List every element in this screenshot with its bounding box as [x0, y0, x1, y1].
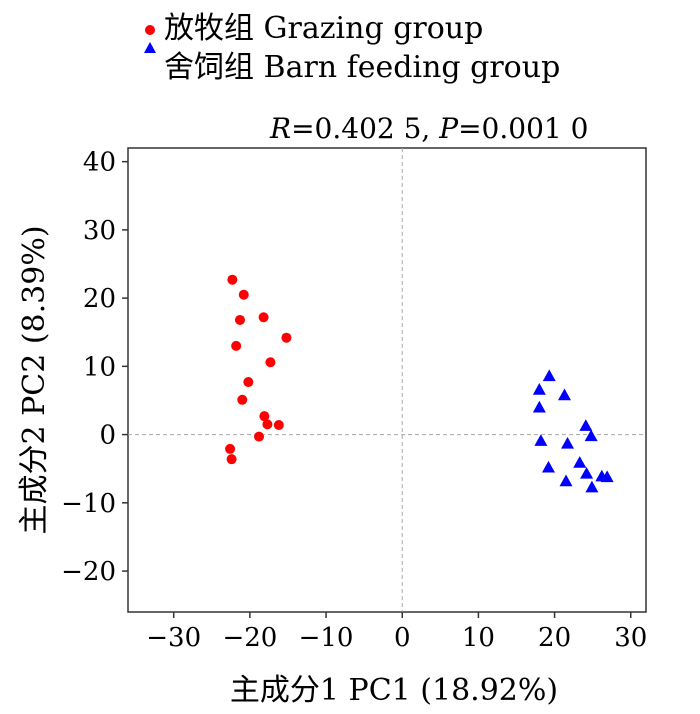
grazing-point	[237, 394, 248, 405]
y-tick-label: 0	[99, 421, 116, 451]
y-tick-label: 40	[83, 148, 116, 178]
grazing-point	[273, 420, 284, 431]
legend-marker-barn	[144, 42, 156, 53]
legend-marker-grazing	[145, 25, 155, 35]
grazing-point	[258, 312, 269, 323]
barn-feeding-point	[561, 436, 575, 449]
barn-feeding-point	[580, 466, 594, 479]
y-tick-label: 30	[83, 216, 116, 246]
grazing-point	[281, 332, 292, 343]
legend: 放牧组 Grazing group 舍饲组 Barn feeding group	[144, 11, 560, 85]
barn-feeding-point	[541, 460, 555, 473]
x-axis-title: 主成分1 PC1 (18.92%)	[230, 673, 558, 708]
p-symbol: P	[438, 112, 459, 145]
barn-feeding-point	[600, 470, 614, 483]
plot-frame	[127, 147, 647, 613]
barn-feeding-point	[585, 480, 599, 493]
barn-feeding-point	[557, 388, 571, 401]
x-tick-label: −10	[299, 623, 354, 653]
x-tick-label: −30	[146, 623, 201, 653]
barn-feeding-point	[542, 369, 556, 382]
x-axis: −30 −20 −10 0 10 20 30	[146, 612, 647, 653]
grazing-point	[226, 454, 237, 465]
grazing-point	[265, 357, 276, 368]
y-tick-label: −10	[61, 489, 116, 519]
grazing-point	[238, 289, 249, 300]
barn-feeding-point	[573, 456, 587, 468]
barn-feeding-point	[579, 419, 593, 431]
p-value: =0.001 0	[458, 112, 588, 145]
data-points	[225, 274, 614, 493]
barn-feeding-point	[532, 400, 546, 413]
grazing-point	[231, 340, 242, 351]
stats-annotation: R=0.402 5, P=0.001 0	[269, 112, 588, 145]
x-tick-label: 0	[394, 623, 411, 653]
x-tick-label: 30	[614, 623, 647, 653]
r-value: =0.402 5,	[291, 112, 439, 145]
grazing-point	[227, 274, 238, 285]
x-tick-label: −20	[222, 623, 277, 653]
y-tick-label: −20	[61, 557, 116, 587]
barn-feeding-point	[584, 429, 598, 442]
x-tick-label: 10	[462, 623, 495, 653]
legend-label-barn: 舍饲组 Barn feeding group	[164, 50, 560, 85]
y-axis-title: 主成分2 PC2 (8.39%)	[17, 225, 52, 534]
barn-feeding-point	[559, 474, 573, 487]
legend-label-grazing: 放牧组 Grazing group	[164, 11, 483, 46]
grazing-point	[259, 411, 270, 422]
grazing-point	[262, 419, 273, 430]
grazing-point	[225, 443, 236, 454]
grazing-point	[234, 314, 245, 325]
barn-feeding-point	[532, 383, 546, 395]
x-tick-label: 20	[538, 623, 571, 653]
grazing-point	[254, 431, 265, 442]
grazing-point	[243, 377, 254, 388]
r-symbol: R	[269, 112, 291, 145]
y-axis: −20 −10 0 10 20 30 40	[61, 148, 128, 587]
y-tick-label: 20	[83, 284, 116, 314]
y-tick-label: 10	[83, 352, 116, 382]
barn-feeding-point	[534, 434, 548, 446]
